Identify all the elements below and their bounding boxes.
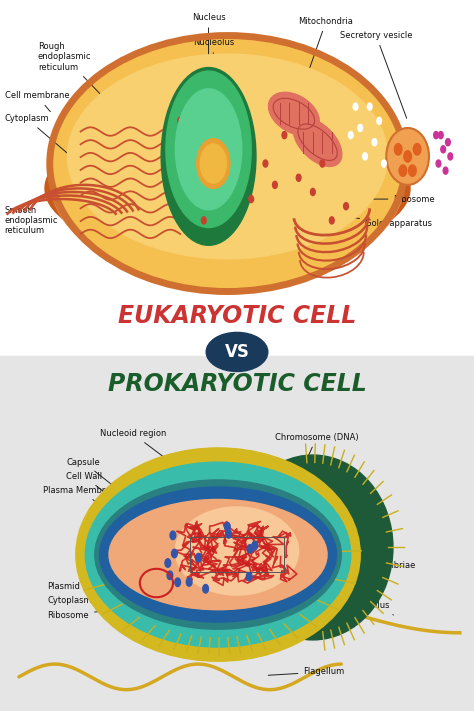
Circle shape	[203, 584, 209, 593]
Circle shape	[363, 153, 367, 160]
Circle shape	[225, 523, 230, 531]
Circle shape	[196, 553, 201, 562]
Circle shape	[446, 139, 450, 146]
Circle shape	[246, 572, 252, 581]
Circle shape	[399, 165, 407, 176]
Ellipse shape	[109, 499, 327, 610]
Circle shape	[409, 165, 416, 176]
Text: Flagellum: Flagellum	[268, 668, 345, 676]
Text: EUKARYOTIC CELL: EUKARYOTIC CELL	[118, 304, 356, 328]
Circle shape	[358, 124, 363, 132]
Text: Cell membrane: Cell membrane	[5, 92, 69, 112]
Text: Cytoplasm: Cytoplasm	[5, 114, 69, 154]
Text: Secretory vesicle: Secretory vesicle	[340, 31, 412, 118]
Circle shape	[382, 160, 386, 167]
Circle shape	[310, 188, 315, 196]
Circle shape	[320, 160, 325, 167]
Circle shape	[178, 117, 182, 124]
Text: Ribosome: Ribosome	[335, 195, 435, 203]
Circle shape	[170, 531, 176, 540]
Circle shape	[438, 132, 443, 139]
Text: Cell Wall: Cell Wall	[66, 472, 145, 525]
Ellipse shape	[200, 144, 227, 183]
Circle shape	[441, 146, 446, 153]
Circle shape	[436, 160, 441, 167]
Text: Rough
endoplasmic
reticulum: Rough endoplasmic reticulum	[38, 42, 131, 126]
Circle shape	[434, 132, 438, 139]
Text: Chromosome (DNA): Chromosome (DNA)	[266, 433, 358, 548]
Ellipse shape	[233, 455, 393, 640]
Bar	[0, 0, 474, 356]
Circle shape	[167, 571, 173, 579]
Circle shape	[252, 541, 258, 550]
Ellipse shape	[95, 480, 341, 629]
Text: Smooth
endoplasmic
reticulum: Smooth endoplasmic reticulum	[5, 205, 62, 235]
Text: Nucleoid region: Nucleoid region	[100, 429, 225, 503]
Circle shape	[353, 103, 358, 110]
Circle shape	[165, 559, 171, 567]
Ellipse shape	[293, 118, 342, 166]
Ellipse shape	[206, 332, 268, 371]
Ellipse shape	[76, 448, 360, 661]
Text: Fimbriae: Fimbriae	[373, 561, 416, 570]
Text: Nucleus: Nucleus	[191, 14, 226, 68]
Circle shape	[448, 153, 453, 160]
Circle shape	[394, 144, 402, 155]
Circle shape	[296, 174, 301, 181]
Text: VS: VS	[225, 343, 249, 361]
Text: Nucleolus: Nucleolus	[192, 38, 234, 146]
Circle shape	[282, 132, 287, 139]
Circle shape	[413, 144, 421, 155]
Circle shape	[329, 217, 334, 224]
Circle shape	[201, 217, 206, 224]
Text: Plasmid: Plasmid	[47, 582, 154, 591]
Circle shape	[247, 545, 253, 553]
Circle shape	[186, 577, 192, 586]
Text: Cytoplasm: Cytoplasm	[47, 597, 177, 605]
Bar	[0, 356, 474, 711]
Ellipse shape	[268, 92, 319, 135]
Text: PROKARYOTIC CELL: PROKARYOTIC CELL	[108, 372, 366, 396]
Circle shape	[367, 103, 372, 110]
Ellipse shape	[175, 507, 299, 595]
Circle shape	[443, 167, 448, 174]
Ellipse shape	[197, 139, 230, 188]
Circle shape	[175, 578, 181, 587]
Ellipse shape	[50, 69, 405, 287]
Ellipse shape	[386, 128, 429, 185]
Circle shape	[273, 181, 277, 188]
Text: Pilus: Pilus	[370, 602, 393, 615]
Circle shape	[263, 160, 268, 167]
Ellipse shape	[175, 89, 242, 210]
Text: Mitochondria: Mitochondria	[299, 17, 354, 97]
Circle shape	[249, 196, 254, 203]
Ellipse shape	[100, 487, 337, 622]
Ellipse shape	[45, 118, 410, 259]
Ellipse shape	[166, 71, 251, 228]
Ellipse shape	[67, 54, 387, 259]
Circle shape	[348, 132, 353, 139]
Text: Golgi apparatus: Golgi apparatus	[325, 214, 432, 228]
Text: Plasma Membrane: Plasma Membrane	[43, 486, 149, 546]
Circle shape	[372, 139, 377, 146]
Ellipse shape	[161, 68, 256, 245]
Circle shape	[377, 117, 382, 124]
Text: Ribosome: Ribosome	[47, 601, 191, 619]
Circle shape	[344, 203, 348, 210]
Circle shape	[404, 151, 411, 162]
Ellipse shape	[50, 36, 405, 292]
Circle shape	[226, 530, 231, 538]
Text: Capsule: Capsule	[66, 458, 135, 503]
Bar	[190, 537, 284, 572]
Ellipse shape	[85, 462, 351, 647]
Circle shape	[172, 549, 177, 557]
